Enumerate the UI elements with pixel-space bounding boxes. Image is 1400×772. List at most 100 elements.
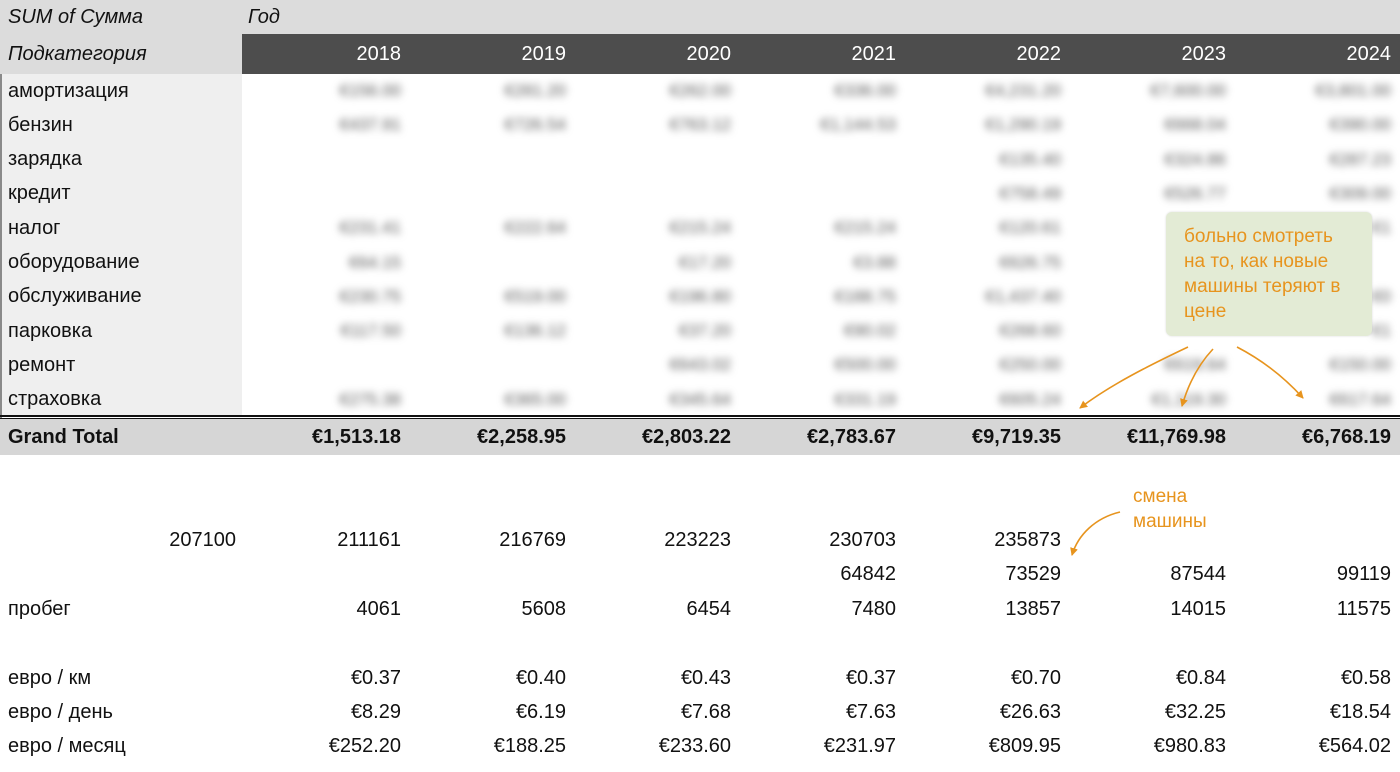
stat-cell[interactable]: €0.40 bbox=[515, 666, 566, 689]
grand-total-cell[interactable]: €2,783.67 bbox=[807, 425, 896, 448]
stat-cell[interactable]: €7.63 bbox=[845, 700, 896, 723]
stat-cell[interactable]: €7.68 bbox=[680, 700, 731, 723]
odometer-cell[interactable]: 64842 bbox=[840, 562, 896, 585]
amount-cell[interactable]: €150.00 bbox=[1329, 355, 1391, 375]
stat-cell[interactable]: €0.37 bbox=[845, 666, 896, 689]
amount-cell[interactable] bbox=[572, 177, 737, 211]
stat-cell[interactable]: 11575 bbox=[1336, 597, 1391, 620]
odometer-cell[interactable]: 73529 bbox=[1005, 562, 1061, 585]
year-header[interactable]: 2022 bbox=[902, 34, 1067, 74]
amount-cell[interactable]: €188.75 bbox=[834, 286, 896, 306]
amount-cell[interactable] bbox=[572, 143, 737, 177]
odometer-cell[interactable]: 211161 bbox=[337, 528, 401, 551]
stat-cell[interactable]: 4061 bbox=[356, 597, 402, 620]
amount-cell[interactable]: €7,600.00 bbox=[1150, 81, 1226, 100]
amount-cell[interactable]: €262.00 bbox=[669, 81, 731, 100]
year-header[interactable]: 2023 bbox=[1067, 34, 1232, 74]
amount-cell[interactable]: €1 bbox=[1372, 321, 1391, 341]
stat-cell[interactable]: €809.95 bbox=[988, 734, 1061, 757]
grand-total-label[interactable]: Grand Total bbox=[8, 425, 119, 448]
year-header[interactable]: 2020 bbox=[572, 34, 737, 74]
amount-cell[interactable]: €1,437.40 bbox=[985, 286, 1061, 306]
odometer-cell[interactable]: 216769 bbox=[499, 528, 566, 551]
stat-cell[interactable]: €980.83 bbox=[1153, 734, 1226, 757]
amount-cell[interactable]: €230.75 bbox=[339, 286, 401, 306]
amount-cell[interactable]: €643.02 bbox=[669, 355, 731, 375]
amount-cell[interactable]: €526.77 bbox=[1164, 183, 1226, 203]
grand-total-cell[interactable]: €11,769.98 bbox=[1127, 425, 1226, 448]
amount-cell[interactable]: €331.19 bbox=[834, 389, 896, 409]
stat-cell[interactable]: €564.02 bbox=[1318, 734, 1391, 757]
amount-cell[interactable]: €215.24 bbox=[669, 218, 731, 238]
amount-cell[interactable]: €275.38 bbox=[339, 389, 401, 409]
stat-cell[interactable]: €6.19 bbox=[515, 700, 566, 723]
stat-cell[interactable]: €252.20 bbox=[328, 734, 401, 757]
odometer-cell[interactable] bbox=[407, 557, 572, 591]
amount-cell[interactable]: €3.88 bbox=[853, 252, 896, 272]
grand-total-cell[interactable]: €6,768.19 bbox=[1302, 425, 1391, 448]
amount-cell[interactable]: €231.41 bbox=[339, 218, 401, 238]
amount-cell[interactable]: €196.80 bbox=[669, 286, 731, 306]
amount-cell[interactable]: €222.64 bbox=[504, 218, 566, 238]
amount-cell[interactable] bbox=[407, 177, 572, 211]
stat-cell[interactable]: 5608 bbox=[521, 597, 567, 620]
amount-cell[interactable]: €619.64 bbox=[1164, 355, 1226, 375]
amount-cell[interactable]: €268.60 bbox=[999, 321, 1061, 341]
stat-cell[interactable]: €188.25 bbox=[493, 734, 566, 757]
odometer-cell[interactable] bbox=[572, 557, 737, 591]
stat-cell[interactable]: €0.37 bbox=[350, 666, 401, 689]
stat-cell[interactable]: 6454 bbox=[686, 597, 732, 620]
amount-cell[interactable]: €500.00 bbox=[834, 355, 896, 375]
amount-cell[interactable]: €1,290.19 bbox=[985, 115, 1061, 135]
odometer-cell[interactable]: 99119 bbox=[1336, 562, 1391, 585]
pivot-values-label[interactable]: SUM of Сумма bbox=[8, 5, 143, 28]
amount-cell[interactable]: €758.49 bbox=[999, 183, 1061, 203]
amount-cell[interactable]: €617.64 bbox=[1329, 389, 1391, 409]
odometer-start[interactable]: 207100 bbox=[169, 528, 236, 551]
amount-cell[interactable]: €4,231.20 bbox=[985, 81, 1061, 100]
amount-cell[interactable]: €726.54 bbox=[504, 115, 566, 135]
year-header[interactable]: 2021 bbox=[737, 34, 902, 74]
year-header[interactable]: 2018 bbox=[242, 34, 407, 74]
odometer-cell[interactable] bbox=[1232, 523, 1397, 557]
amount-cell[interactable]: €215.24 bbox=[834, 218, 896, 238]
stat-cell[interactable]: 7480 bbox=[851, 597, 897, 620]
amount-cell[interactable]: €287.23 bbox=[1329, 149, 1391, 169]
year-header[interactable]: 2024 bbox=[1232, 34, 1397, 74]
amount-cell[interactable]: €117.50 bbox=[340, 321, 401, 341]
amount-cell[interactable]: €1,144.53 bbox=[820, 115, 896, 135]
amount-cell[interactable]: €64.15 bbox=[349, 252, 401, 272]
amount-cell[interactable]: €365.00 bbox=[504, 389, 566, 409]
amount-cell[interactable]: €605.24 bbox=[999, 389, 1061, 409]
amount-cell[interactable]: €135.40 bbox=[999, 149, 1061, 169]
grand-total-cell[interactable]: €1,513.18 bbox=[312, 425, 401, 448]
odometer-cell[interactable] bbox=[242, 557, 407, 591]
row-field-label[interactable]: Подкатегория bbox=[0, 34, 242, 74]
grand-total-cell[interactable]: €2,803.22 bbox=[642, 425, 731, 448]
amount-cell[interactable] bbox=[407, 348, 572, 382]
amount-cell[interactable] bbox=[737, 143, 902, 177]
stat-label[interactable]: евро / день bbox=[8, 700, 113, 723]
amount-cell[interactable] bbox=[242, 177, 407, 211]
odometer-cell[interactable]: 230703 bbox=[829, 528, 896, 551]
grand-total-cell[interactable]: €9,719.35 bbox=[972, 425, 1061, 448]
odometer-cell[interactable]: 87544 bbox=[1170, 562, 1226, 585]
category-label[interactable]: кредит bbox=[8, 182, 71, 205]
column-field-label[interactable]: Год bbox=[248, 5, 280, 28]
odometer-cell[interactable]: 223223 bbox=[664, 528, 731, 551]
stat-cell[interactable]: €18.54 bbox=[1329, 700, 1391, 723]
amount-cell[interactable]: €136.12 bbox=[504, 321, 566, 341]
stat-cell[interactable]: €231.97 bbox=[823, 734, 896, 757]
stat-cell[interactable]: €8.29 bbox=[350, 700, 401, 723]
amount-cell[interactable]: €1,119.30 bbox=[1151, 389, 1226, 409]
grand-total-cell[interactable]: €2,258.95 bbox=[477, 425, 566, 448]
amount-cell[interactable]: €390.00 bbox=[1329, 115, 1391, 135]
stat-cell[interactable]: 14015 bbox=[1170, 597, 1226, 620]
amount-cell[interactable] bbox=[407, 246, 572, 280]
amount-cell[interactable]: €437.91 bbox=[339, 115, 401, 135]
amount-cell[interactable] bbox=[242, 348, 407, 382]
stat-cell[interactable]: 13857 bbox=[1005, 597, 1061, 620]
amount-cell[interactable]: €156.00 bbox=[339, 81, 401, 100]
stat-label[interactable]: евро / км bbox=[8, 666, 92, 689]
category-label[interactable]: оборудование bbox=[8, 251, 140, 273]
